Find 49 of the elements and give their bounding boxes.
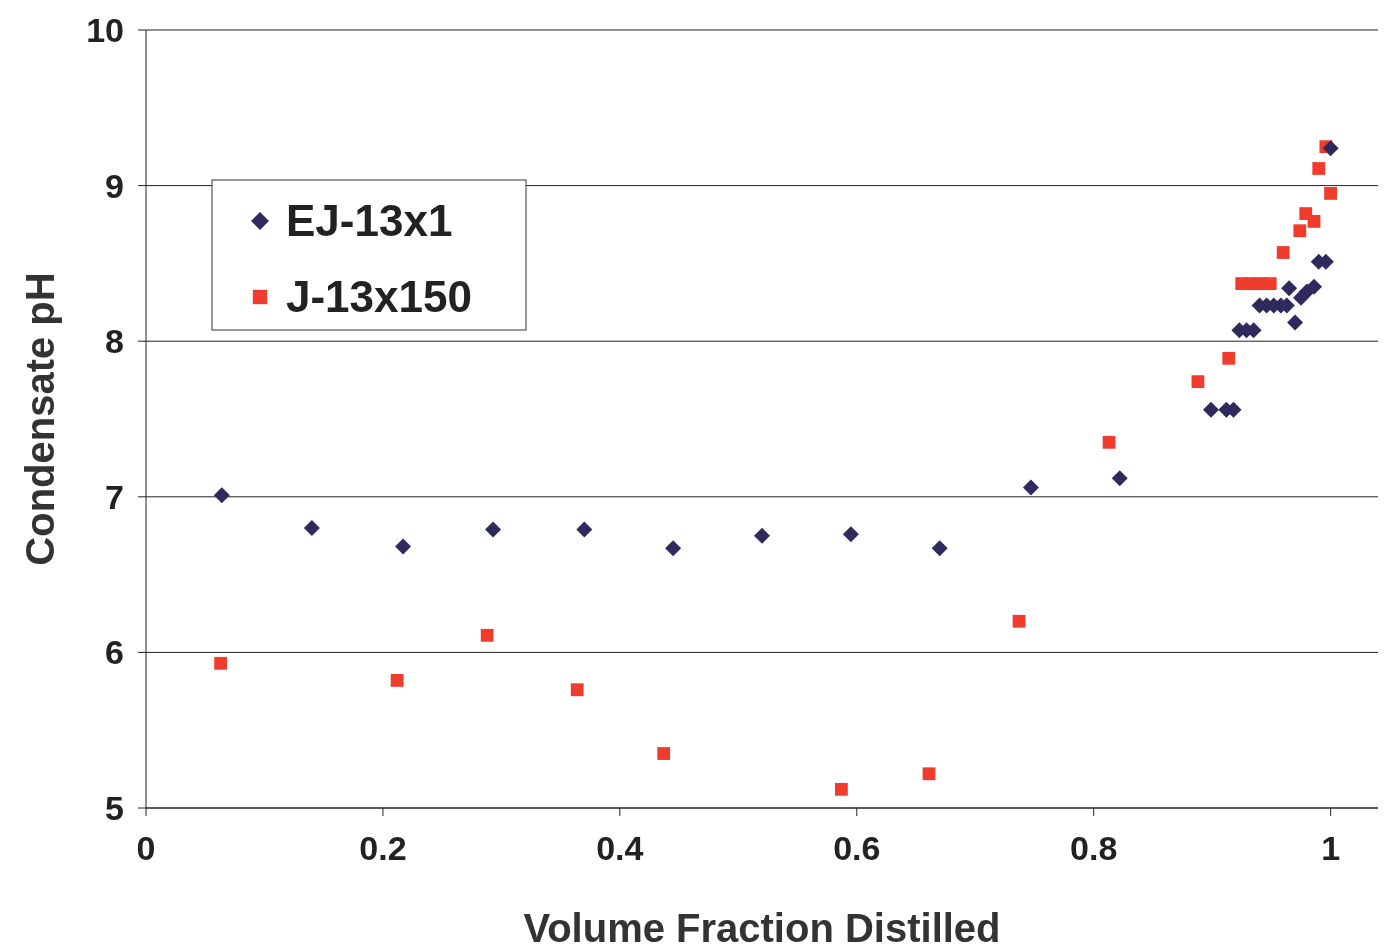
- point: [842, 526, 859, 543]
- point: [1324, 186, 1338, 200]
- y-tick-label: 6: [105, 633, 124, 672]
- y-tick-label: 9: [105, 166, 124, 205]
- point: [485, 521, 502, 538]
- point: [1102, 435, 1116, 449]
- point: [931, 540, 948, 557]
- y-axis-title: Condensate pH: [18, 272, 62, 566]
- point: [480, 628, 494, 642]
- point: [1322, 140, 1339, 157]
- point: [1281, 280, 1298, 297]
- point: [1312, 162, 1326, 175]
- point: [1306, 278, 1323, 295]
- legend-label: EJ-13x1: [286, 196, 453, 246]
- point: [754, 527, 770, 544]
- point: [214, 656, 228, 670]
- point: [1191, 375, 1205, 389]
- x-tick-label: 0.2: [359, 829, 407, 867]
- point: [665, 540, 682, 557]
- point: [213, 487, 230, 504]
- y-tick-label: 7: [105, 477, 124, 516]
- y-tick-label: 5: [105, 788, 124, 827]
- point: [1202, 401, 1219, 418]
- point: [570, 683, 584, 697]
- x-tick-label: 0.4: [596, 829, 644, 867]
- x-tick-label: 1: [1321, 829, 1341, 867]
- x-tick-label: 0.6: [833, 829, 881, 867]
- x-axis-title: Volume Fraction Distilled: [523, 906, 1001, 950]
- point: [1111, 470, 1128, 487]
- point: [390, 674, 404, 687]
- point: [834, 782, 848, 796]
- x-tick-label: 0: [136, 829, 156, 867]
- point: [1307, 214, 1321, 228]
- point: [1022, 479, 1039, 496]
- point: [657, 747, 671, 760]
- point: [395, 538, 412, 555]
- point: [922, 767, 936, 781]
- legend-label: J-13x150: [286, 272, 472, 322]
- point: [1263, 277, 1277, 291]
- y-tick-label: 8: [105, 322, 124, 361]
- point: [303, 519, 320, 536]
- point: [576, 521, 593, 538]
- y-tick-label: 10: [86, 10, 124, 49]
- point: [1293, 224, 1307, 238]
- point: [1276, 246, 1290, 259]
- point: [1222, 351, 1236, 365]
- x-tick-label: 0.8: [1070, 829, 1118, 867]
- point: [1287, 314, 1304, 331]
- point: [1012, 614, 1026, 628]
